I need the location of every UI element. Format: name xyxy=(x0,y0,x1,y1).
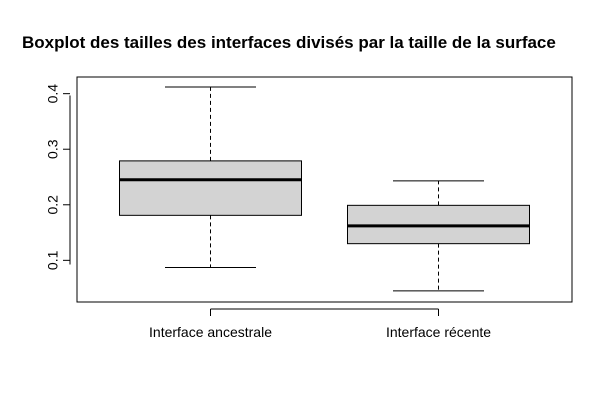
box-2 xyxy=(347,180,530,292)
boxes xyxy=(119,86,530,292)
x-category-label: Interface ancestrale xyxy=(149,324,272,340)
x-category-label: Interface récente xyxy=(386,324,491,340)
y-tick-label: 0.2 xyxy=(45,195,61,215)
chart-title: Boxplot des tailles des interfaces divis… xyxy=(22,33,556,52)
y-axis-ticks: 0.1 0.2 0.3 0.4 xyxy=(45,84,70,270)
interquartile-box xyxy=(119,160,302,216)
x-axis-ticks: Interface ancestrale Interface récente xyxy=(149,309,491,340)
y-tick-label: 0.4 xyxy=(45,84,61,104)
y-tick-label: 0.3 xyxy=(45,139,61,159)
plot-frame xyxy=(76,76,573,303)
box-1 xyxy=(119,86,302,269)
y-tick-label: 0.1 xyxy=(45,250,61,270)
